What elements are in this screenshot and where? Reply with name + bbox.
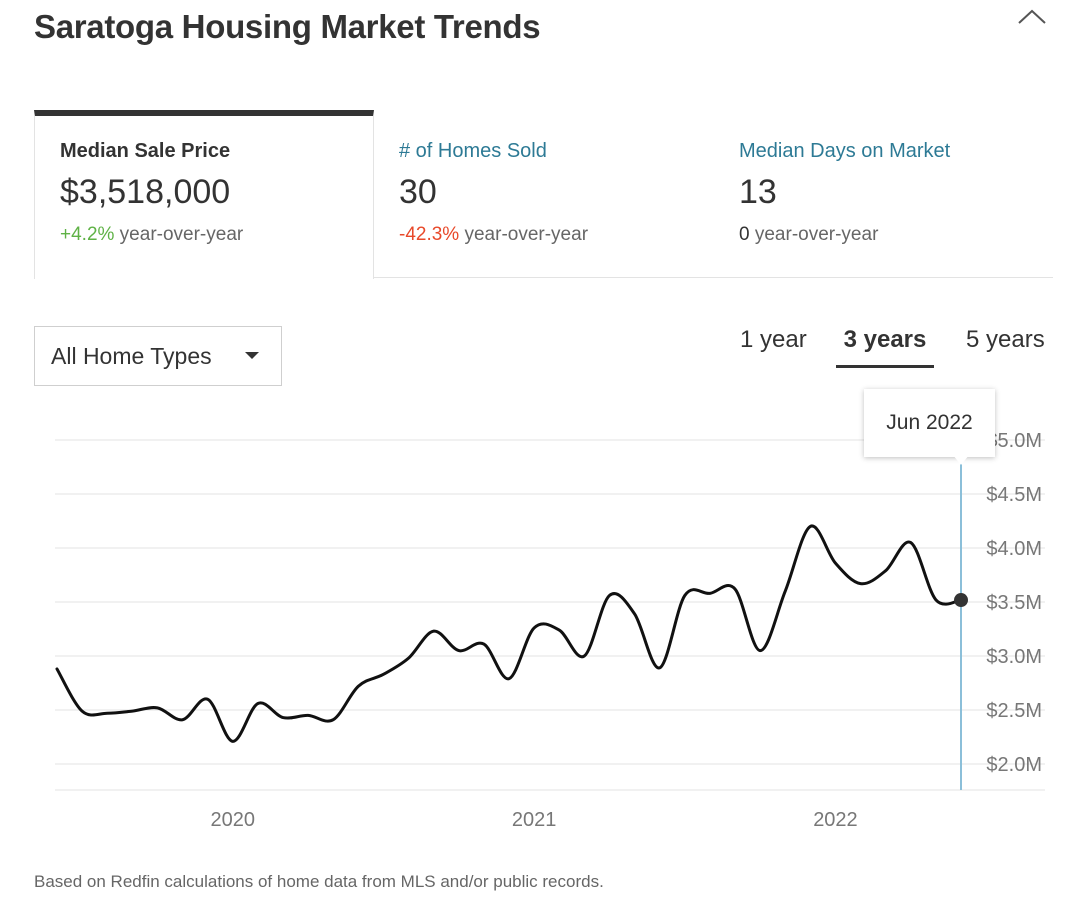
data-point[interactable] bbox=[631, 610, 639, 618]
y-tick-label: $4.5M bbox=[986, 484, 1042, 506]
data-point[interactable] bbox=[505, 675, 513, 683]
tab-change: +4.2% year-over-year bbox=[60, 224, 373, 246]
data-point[interactable] bbox=[806, 522, 814, 530]
data-point[interactable] bbox=[932, 596, 940, 604]
data-point[interactable] bbox=[857, 580, 865, 588]
data-point[interactable] bbox=[304, 711, 312, 719]
x-tick-label: 2022 bbox=[813, 809, 858, 831]
data-point[interactable] bbox=[656, 664, 664, 672]
data-point[interactable] bbox=[907, 539, 915, 547]
metric-tabs: Median Sale Price $3,518,000 +4.2% year-… bbox=[34, 110, 1053, 279]
tab-label: Median Days on Market bbox=[739, 140, 951, 162]
y-axis-labels: $2.0M $2.5M $3.0M $3.5M $4.0M $4.5M $5.0M bbox=[986, 430, 1042, 776]
range-3-years-button[interactable]: 3 years bbox=[836, 326, 934, 368]
change-value: -42.3% bbox=[399, 224, 460, 245]
home-type-dropdown[interactable]: All Home Types bbox=[34, 326, 282, 386]
data-point[interactable] bbox=[455, 647, 463, 655]
data-point[interactable] bbox=[580, 652, 588, 660]
data-point[interactable] bbox=[204, 695, 212, 703]
chevron-up-icon[interactable] bbox=[1016, 6, 1048, 28]
y-tick-label: $3.5M bbox=[986, 592, 1042, 614]
tab-label: # of Homes Sold bbox=[399, 140, 547, 162]
highlighted-point[interactable] bbox=[954, 593, 968, 608]
data-point[interactable] bbox=[480, 640, 488, 648]
series-line bbox=[55, 524, 963, 743]
y-tick-label: $3.0M bbox=[986, 646, 1042, 668]
data-point[interactable] bbox=[405, 654, 413, 662]
change-suffix: year-over-year bbox=[459, 224, 589, 245]
x-tick-label: 2021 bbox=[512, 809, 557, 831]
y-tick-label: $5.0M bbox=[986, 430, 1042, 452]
footnote: Based on Redfin calculations of home dat… bbox=[34, 872, 604, 891]
tab-label: Median Sale Price bbox=[60, 140, 231, 162]
data-point[interactable] bbox=[555, 626, 563, 634]
dropdown-selected: All Home Types bbox=[51, 342, 212, 369]
data-point[interactable] bbox=[781, 587, 789, 595]
data-point[interactable] bbox=[354, 682, 362, 690]
page-title: Saratoga Housing Market Trends bbox=[34, 8, 541, 45]
change-value: 0 bbox=[739, 224, 750, 245]
change-suffix: year-over-year bbox=[114, 224, 244, 245]
tab-value: $3,518,000 bbox=[60, 173, 231, 211]
data-point[interactable] bbox=[756, 647, 764, 655]
tab-value: 30 bbox=[399, 173, 437, 211]
tab-change: -42.3% year-over-year bbox=[399, 224, 714, 246]
chart-tooltip: Jun 2022 bbox=[864, 389, 995, 457]
data-point[interactable] bbox=[128, 707, 136, 715]
x-tick-label: 2020 bbox=[211, 809, 256, 831]
data-point[interactable] bbox=[229, 737, 237, 745]
data-point[interactable] bbox=[731, 585, 739, 593]
y-tick-label: $2.5M bbox=[986, 700, 1042, 722]
change-value: +4.2% bbox=[60, 224, 115, 245]
tab-change: 0 year-over-year bbox=[739, 224, 1053, 246]
data-point[interactable] bbox=[530, 624, 538, 632]
median-sale-price-chart[interactable]: $2.0M $2.5M $3.0M $3.5M $4.0M $4.5M $5.0M 2020… bbox=[0, 380, 1080, 860]
range-5-years-button[interactable]: 5 years bbox=[966, 326, 1045, 353]
data-point[interactable] bbox=[254, 700, 262, 708]
caret-down-icon bbox=[245, 352, 259, 359]
data-point[interactable] bbox=[605, 592, 613, 600]
data-point[interactable] bbox=[153, 704, 161, 712]
data-point[interactable] bbox=[882, 567, 890, 575]
data-point[interactable] bbox=[78, 707, 86, 715]
data-point[interactable] bbox=[379, 670, 387, 678]
x-axis-labels: 2020 2021 2022 bbox=[211, 809, 858, 831]
tab-median-days-on-market[interactable]: Median Days on Market 13 0 year-over-yea… bbox=[714, 110, 1053, 278]
data-point[interactable] bbox=[706, 589, 714, 597]
range-1-year-button[interactable]: 1 year bbox=[740, 326, 807, 353]
data-point[interactable] bbox=[103, 709, 111, 717]
data-point[interactable] bbox=[179, 716, 187, 724]
data-point[interactable] bbox=[329, 716, 337, 724]
data-point[interactable] bbox=[681, 592, 689, 600]
tab-value: 13 bbox=[739, 173, 777, 211]
y-tick-label: $2.0M bbox=[986, 754, 1042, 776]
data-point[interactable] bbox=[430, 627, 438, 635]
y-tick-label: $4.0M bbox=[986, 538, 1042, 560]
change-suffix: year-over-year bbox=[749, 224, 879, 245]
data-point[interactable] bbox=[831, 559, 839, 567]
tooltip-arrow bbox=[953, 455, 969, 465]
tab-homes-sold[interactable]: # of Homes Sold 30 -42.3% year-over-year bbox=[374, 110, 714, 278]
data-point[interactable] bbox=[53, 665, 61, 673]
tab-median-sale-price[interactable]: Median Sale Price $3,518,000 +4.2% year-… bbox=[34, 110, 374, 279]
data-point[interactable] bbox=[279, 714, 287, 722]
grid-layer bbox=[55, 439, 1045, 791]
